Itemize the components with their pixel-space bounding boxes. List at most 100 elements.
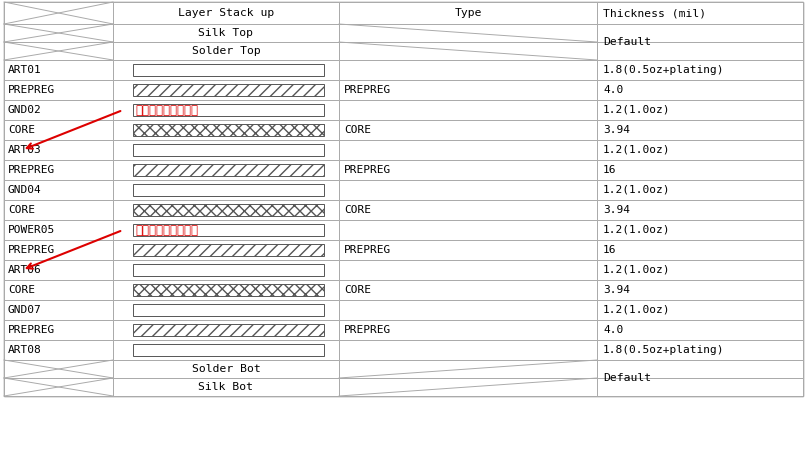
Text: Solder Bot: Solder Bot <box>191 364 261 374</box>
Text: Silk Top: Silk Top <box>199 28 253 38</box>
Text: CORE: CORE <box>344 125 371 135</box>
Text: 1.8(0.5oz+plating): 1.8(0.5oz+plating) <box>603 65 725 75</box>
Bar <box>113 360 339 378</box>
Text: GND02: GND02 <box>8 105 42 115</box>
Bar <box>113 100 339 120</box>
Bar <box>133 204 324 216</box>
Bar <box>4 340 113 360</box>
Text: PREPREG: PREPREG <box>344 245 391 255</box>
Bar <box>597 140 803 160</box>
Bar <box>133 244 324 256</box>
Bar <box>133 184 324 196</box>
Text: POWER05: POWER05 <box>8 225 55 235</box>
Text: 可走数据线和地址线: 可走数据线和地址线 <box>135 104 198 116</box>
Bar <box>339 240 597 260</box>
Text: 3.94: 3.94 <box>603 285 630 295</box>
Bar <box>113 80 339 100</box>
Bar <box>113 140 339 160</box>
Text: Layer Stack up: Layer Stack up <box>178 8 274 18</box>
Bar <box>339 42 597 60</box>
Text: ART03: ART03 <box>8 145 42 155</box>
Bar <box>133 104 324 116</box>
Text: Default: Default <box>603 373 651 383</box>
Bar <box>597 42 803 60</box>
Bar <box>113 42 339 60</box>
Bar <box>4 240 113 260</box>
Bar <box>339 60 597 80</box>
Bar <box>597 160 803 180</box>
Bar <box>4 120 113 140</box>
Text: 1.2(1.0oz): 1.2(1.0oz) <box>603 225 671 235</box>
Text: 可走数据线和地址线: 可走数据线和地址线 <box>135 224 198 237</box>
Bar <box>597 24 803 42</box>
Text: 16: 16 <box>603 245 617 255</box>
Bar <box>113 378 339 396</box>
Text: CORE: CORE <box>8 205 35 215</box>
Bar <box>4 260 113 280</box>
Bar <box>4 2 803 396</box>
Bar <box>597 260 803 280</box>
Bar <box>113 200 339 220</box>
Bar <box>113 280 339 300</box>
Bar <box>113 2 339 24</box>
Bar <box>113 24 339 42</box>
Bar <box>133 344 324 356</box>
Bar <box>133 164 324 176</box>
Bar <box>4 300 113 320</box>
Bar <box>4 280 113 300</box>
Bar <box>339 140 597 160</box>
Bar <box>339 100 597 120</box>
Text: PREPREG: PREPREG <box>8 165 55 175</box>
Bar <box>339 340 597 360</box>
Text: Solder Top: Solder Top <box>191 46 261 56</box>
Text: Type: Type <box>454 8 482 18</box>
Bar <box>4 200 113 220</box>
Text: 1.2(1.0oz): 1.2(1.0oz) <box>603 265 671 275</box>
Bar <box>133 264 324 276</box>
Bar <box>4 378 113 396</box>
Bar <box>339 24 597 42</box>
Bar <box>339 360 597 378</box>
Bar <box>113 340 339 360</box>
Bar <box>597 100 803 120</box>
Text: ART08: ART08 <box>8 345 42 355</box>
Text: 16: 16 <box>603 165 617 175</box>
Bar <box>4 100 113 120</box>
Bar <box>113 260 339 280</box>
Bar <box>339 120 597 140</box>
Bar <box>113 180 339 200</box>
Bar <box>133 84 324 96</box>
Bar <box>597 300 803 320</box>
Bar <box>113 120 339 140</box>
Text: 4.0: 4.0 <box>603 85 623 95</box>
Bar <box>4 24 113 42</box>
Bar <box>339 280 597 300</box>
Text: Thickness (mil): Thickness (mil) <box>603 8 706 18</box>
Text: CORE: CORE <box>344 285 371 295</box>
Text: CORE: CORE <box>344 205 371 215</box>
Bar <box>597 120 803 140</box>
Text: 1.2(1.0oz): 1.2(1.0oz) <box>603 105 671 115</box>
Text: Default: Default <box>603 37 651 47</box>
Text: 3.94: 3.94 <box>603 125 630 135</box>
Bar <box>133 144 324 156</box>
Bar <box>597 60 803 80</box>
Text: 3.94: 3.94 <box>603 205 630 215</box>
Bar <box>133 124 324 136</box>
Text: PREPREG: PREPREG <box>8 325 55 335</box>
Bar <box>597 80 803 100</box>
Text: PREPREG: PREPREG <box>344 325 391 335</box>
Bar <box>113 160 339 180</box>
Bar <box>4 42 113 60</box>
Bar <box>4 320 113 340</box>
Text: 1.2(1.0oz): 1.2(1.0oz) <box>603 185 671 195</box>
Bar <box>113 320 339 340</box>
Text: GND07: GND07 <box>8 305 42 315</box>
Bar <box>597 280 803 300</box>
Bar <box>133 284 324 296</box>
Bar <box>113 60 339 80</box>
Bar <box>597 240 803 260</box>
Bar <box>597 360 803 378</box>
Text: ART06: ART06 <box>8 265 42 275</box>
Bar <box>339 80 597 100</box>
